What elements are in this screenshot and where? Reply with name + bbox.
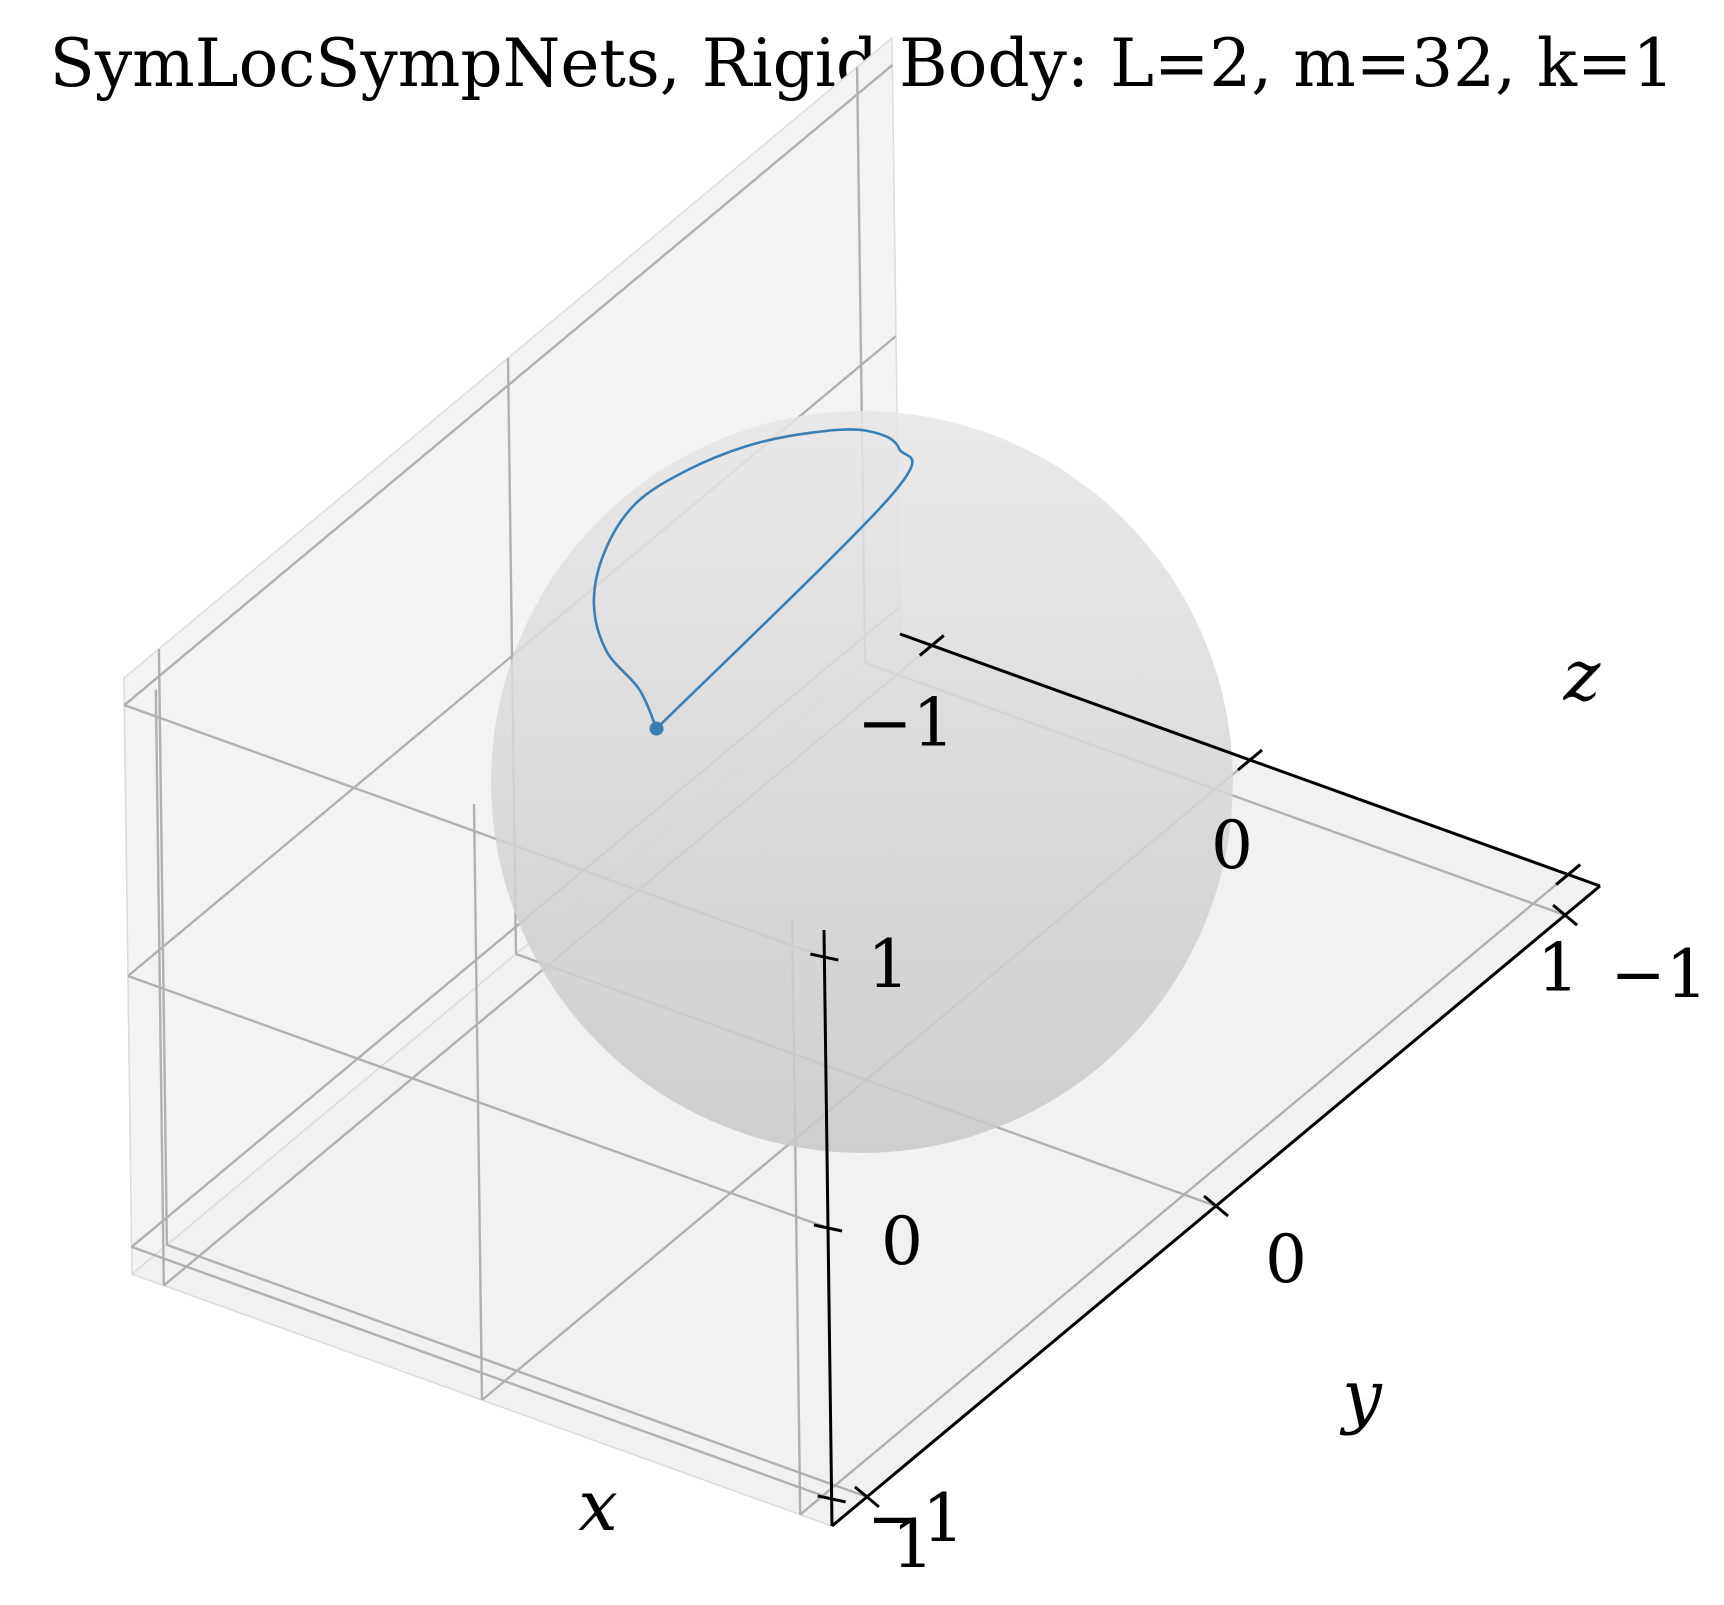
trajectory-series — [592, 428, 914, 736]
x-tick — [918, 634, 945, 657]
z-tick — [817, 1494, 846, 1504]
x-tick-label: 1 — [1537, 930, 1579, 1007]
y-tick — [853, 1485, 880, 1509]
x-axis-label: x — [578, 1465, 617, 1547]
x-tick — [1555, 863, 1582, 886]
unit-sphere — [491, 411, 1233, 1153]
z-axis-label: z — [1563, 635, 1602, 717]
z-tick — [810, 952, 839, 962]
sphere-surface — [491, 411, 1233, 1153]
z-tick — [813, 1223, 843, 1233]
y-tick-label: 1 — [892, 1506, 934, 1583]
grid-line — [123, 64, 894, 707]
z-tick-label: 0 — [881, 1203, 923, 1280]
x-tick — [1237, 748, 1263, 772]
z-tick-label: −1 — [867, 1480, 964, 1557]
start-point-marker — [649, 721, 664, 736]
grid-line — [166, 1243, 868, 1499]
axis-lines — [810, 632, 1601, 1528]
grid-line — [127, 974, 829, 1230]
y-tick-label: −1 — [1610, 936, 1707, 1013]
x-tick-label: −1 — [857, 684, 954, 761]
z-tick-label: 1 — [867, 926, 909, 1003]
y-axis-label: y — [1339, 1355, 1383, 1437]
y-tick-label: 0 — [1265, 1221, 1307, 1298]
x-tick-label: 0 — [1211, 807, 1253, 884]
tick-labels: −101 −101−101 — [857, 684, 1708, 1582]
trajectory-line — [592, 428, 914, 730]
grid-line — [131, 1245, 833, 1501]
y-tick — [1203, 1194, 1229, 1218]
y-tick — [1552, 903, 1579, 927]
